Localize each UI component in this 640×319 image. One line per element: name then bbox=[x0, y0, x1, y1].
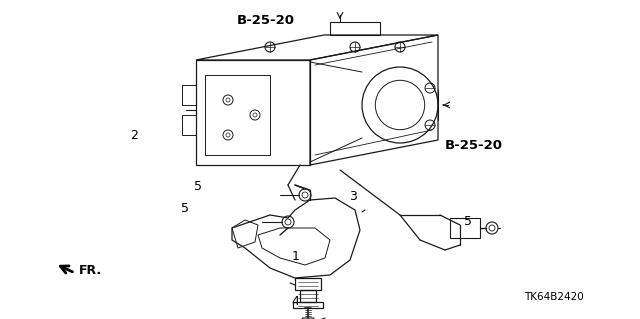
Text: FR.: FR. bbox=[79, 264, 102, 278]
Text: B-25-20: B-25-20 bbox=[237, 14, 294, 27]
Text: 5: 5 bbox=[193, 180, 202, 193]
Text: 2: 2 bbox=[130, 129, 138, 142]
Text: 5: 5 bbox=[180, 203, 189, 215]
Text: 4: 4 bbox=[291, 295, 299, 308]
Text: B-25-20: B-25-20 bbox=[445, 139, 503, 152]
Text: 5: 5 bbox=[464, 215, 472, 228]
Text: TK64B2420: TK64B2420 bbox=[524, 292, 584, 302]
Text: 3: 3 bbox=[349, 190, 356, 203]
Text: 1: 1 bbox=[291, 250, 299, 263]
